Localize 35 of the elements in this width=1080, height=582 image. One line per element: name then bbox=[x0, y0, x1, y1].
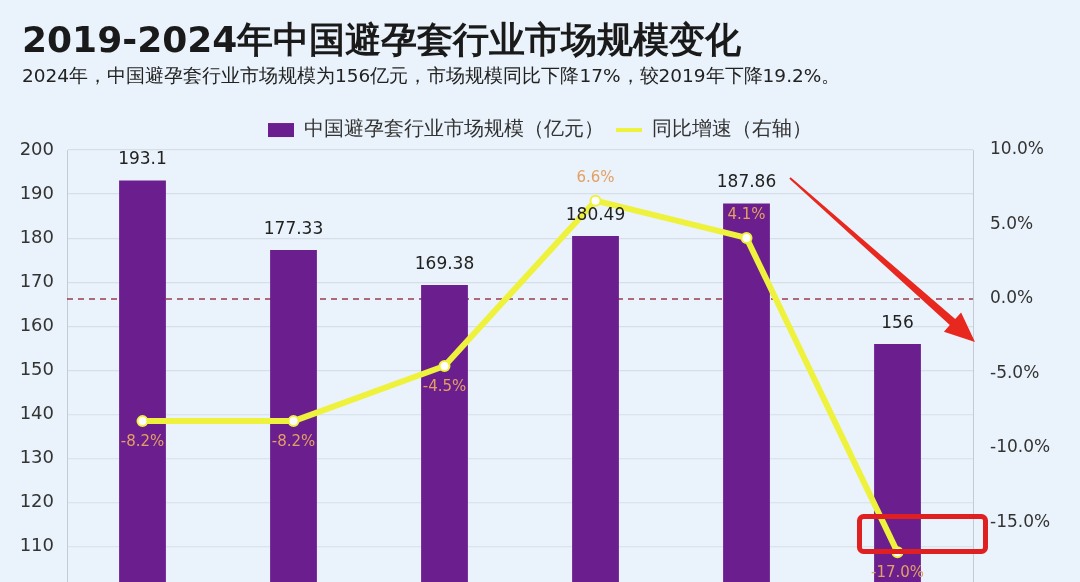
data-label: 187.86 bbox=[716, 171, 777, 192]
y-tick-label: 110 bbox=[19, 534, 54, 556]
y-tick-label: 120 bbox=[19, 490, 54, 512]
point bbox=[589, 194, 602, 207]
y2-tick-label: 10.0% bbox=[990, 138, 1045, 159]
chart-subtitle: 2024年，中国避孕套行业市场规模为156亿元，市场规模同比下降17%，较2019年下降19.2%。 bbox=[22, 64, 841, 88]
y-tick-label: 150 bbox=[19, 358, 54, 380]
data-label: 193.1 bbox=[118, 148, 167, 169]
y-tick-label: 140 bbox=[19, 402, 54, 424]
y2-tick-label: -15.0% bbox=[990, 510, 1051, 531]
y-tick-label: 200 bbox=[19, 137, 54, 159]
y2-tick-label: -5.0% bbox=[990, 361, 1040, 382]
y-tick-label: 180 bbox=[19, 225, 54, 247]
point bbox=[136, 415, 149, 428]
data-label: 169.38 bbox=[414, 252, 475, 273]
point bbox=[438, 360, 451, 373]
data-label: -8.2% bbox=[271, 432, 316, 451]
point bbox=[740, 231, 753, 244]
data-label: 177.33 bbox=[263, 217, 324, 238]
y2-tick-label: 0.0% bbox=[990, 287, 1034, 308]
data-label: 4.1% bbox=[727, 204, 766, 223]
data-label: 156 bbox=[881, 311, 914, 332]
y2-tick-label: -10.0% bbox=[990, 436, 1051, 457]
y-tick-label: 190 bbox=[19, 181, 54, 203]
legend-label: 同比增速（右轴） bbox=[652, 116, 812, 141]
y2-tick-label: 5.0% bbox=[990, 212, 1034, 233]
data-label: -8.2% bbox=[120, 432, 165, 451]
point bbox=[287, 415, 300, 428]
chart-title: 2019-2024年中国避孕套行业市场规模变化 bbox=[22, 18, 742, 62]
y-tick-label: 130 bbox=[19, 446, 54, 468]
data-label: -4.5% bbox=[422, 376, 467, 395]
y-tick-label: 170 bbox=[19, 269, 54, 291]
legend-label: 中国避孕套行业市场规模（亿元） bbox=[304, 116, 604, 141]
y-tick-label: 160 bbox=[19, 314, 54, 336]
data-label: 6.6% bbox=[576, 167, 615, 186]
